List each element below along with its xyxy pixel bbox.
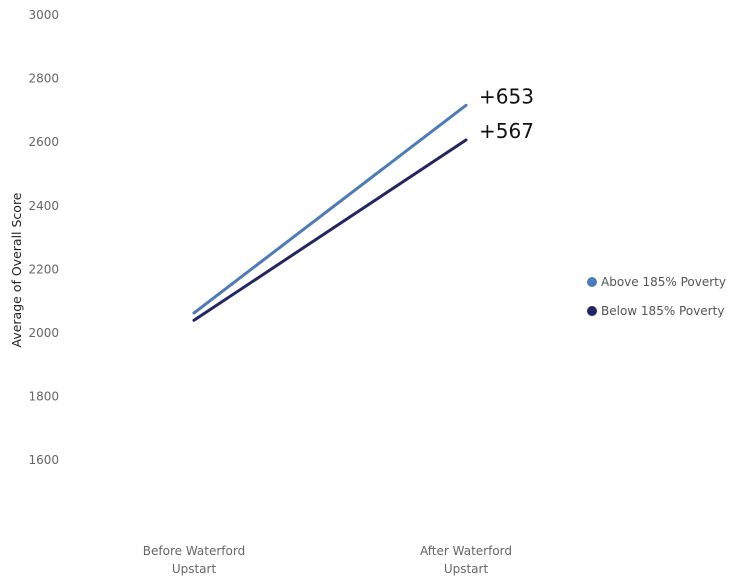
y-tick-label: 3000 [28,8,59,22]
legend-marker [587,306,597,316]
legend-label: Above 185% Poverty [601,275,726,289]
y-axis-title: Average of Overall Score [9,192,24,347]
change-annotation: +653 [479,84,534,108]
legend-label: Below 185% Poverty [601,304,724,318]
x-category-label: After Waterford Upstart [420,544,512,576]
y-tick-label: 2600 [28,135,59,149]
series-lines [192,103,468,322]
y-tick-label: 2200 [28,262,59,276]
change-annotation: +567 [479,119,534,143]
y-tick-label: 2800 [28,72,59,86]
y-tick-label: 2400 [28,199,59,213]
legend: Above 185% Poverty Below 185% Poverty [587,275,726,318]
y-tick-label: 2000 [28,326,59,340]
series-line-above-185-poverty [192,103,468,315]
x-axis-categories: Before Waterford Upstart After Waterford Up… [143,544,512,576]
series-line-below-185-poverty [192,138,468,322]
y-axis-ticks: 1600 1800 2000 2200 2400 2600 2800 3000 [28,8,59,467]
x-category-label: Before Waterford Upstart [143,544,245,576]
y-tick-label: 1600 [28,453,59,467]
legend-marker [587,277,597,287]
change-annotations: +653 +567 [479,84,534,143]
y-tick-label: 1800 [28,390,59,404]
